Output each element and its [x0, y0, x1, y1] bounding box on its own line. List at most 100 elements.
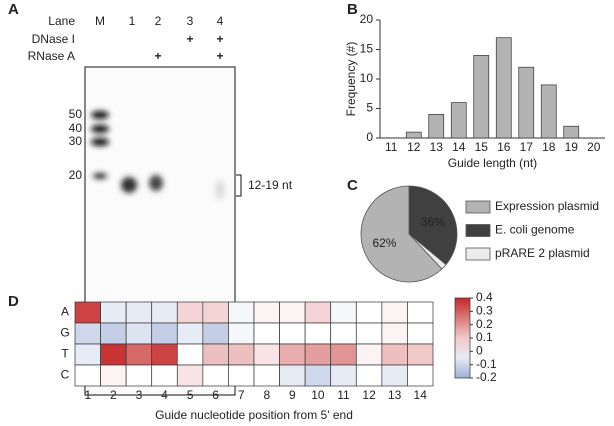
heat-cell: [228, 343, 255, 366]
heat-cell: [151, 301, 178, 324]
heat-cell: [202, 301, 229, 324]
heat-cell: [253, 364, 280, 387]
panel-label: B: [347, 1, 358, 18]
x-tick-label: 13: [430, 140, 444, 154]
marker-size: 40: [69, 121, 83, 135]
heat-cell: [253, 322, 280, 345]
colorbar-tick-label: 0.1: [476, 330, 493, 344]
bar: [473, 55, 490, 139]
heat-cell: [228, 322, 255, 345]
heat-cell: [125, 343, 153, 366]
heat-cell: [355, 301, 383, 324]
row-label: G: [60, 326, 69, 340]
bar: [405, 131, 422, 139]
heat-cell: [151, 343, 178, 366]
x-tick-label: 9: [289, 388, 296, 402]
heat-cell: [74, 322, 101, 345]
heat-cell: [407, 322, 434, 345]
heat-cell: [355, 322, 383, 345]
slice-label: 62%: [372, 236, 396, 250]
heat-cell: [304, 322, 332, 345]
heat-cell: [407, 343, 434, 366]
heat-cell: [330, 322, 357, 345]
row-label: A: [61, 305, 69, 319]
x-tick-label: 6: [212, 388, 219, 402]
heat-cell: [100, 322, 127, 345]
heat-cell: [74, 343, 101, 366]
y-tick-label: 10: [360, 71, 374, 85]
x-tick-label: 10: [311, 388, 325, 402]
heat-cell: [355, 343, 383, 366]
legend-label: pRARE 2 plasmid: [495, 246, 590, 260]
heat-cell: [407, 364, 434, 387]
heat-cell: [100, 301, 127, 324]
lane-label: 3: [187, 14, 194, 28]
slice-label: 36%: [421, 215, 445, 229]
lane-label: 2: [155, 14, 162, 28]
heat-cell: [125, 301, 153, 324]
x-tick-label: 3: [136, 388, 143, 402]
heat-cell: [253, 343, 280, 366]
heat-cell: [74, 364, 101, 387]
bar: [495, 37, 512, 139]
heat-cell: [330, 301, 357, 324]
panel-label: A: [8, 1, 19, 18]
colorbar-tick-label: 0.4: [476, 290, 493, 304]
pie-slice: [408, 185, 458, 266]
treatment-label: DNase I: [32, 32, 75, 46]
heat-cell: [355, 364, 383, 387]
heat-cell: [279, 343, 306, 366]
heat-cell: [228, 364, 255, 387]
x-tick-label: 13: [388, 388, 402, 402]
heat-cell: [330, 364, 357, 387]
lane-label: 1: [129, 14, 136, 28]
marker-size: 50: [69, 107, 83, 121]
heat-cell: [100, 343, 127, 366]
heat-cell: [304, 301, 332, 324]
lane-label: 4: [217, 14, 224, 28]
bracket: [236, 174, 242, 197]
heat-cell: [381, 322, 408, 345]
colorbar: [454, 297, 471, 379]
heat-cell: [176, 301, 204, 324]
y-tick-label: 20: [360, 12, 374, 26]
x-tick-label: 5: [187, 388, 194, 402]
panel-label: C: [347, 177, 358, 194]
bar: [518, 66, 535, 139]
x-tick-label: 4: [161, 388, 168, 402]
x-tick-label: 11: [385, 140, 398, 154]
y-axis-label: Frequency (#): [344, 42, 358, 117]
gel-annotation: 12-19 nt: [248, 178, 293, 192]
x-tick-label: 1: [84, 388, 91, 402]
x-tick-label: 15: [475, 140, 489, 154]
heat-cell: [407, 301, 434, 324]
heat-cell: [330, 343, 357, 366]
heat-cell: [381, 364, 408, 387]
y-tick-label: 15: [360, 42, 374, 56]
lane-heading: Lane: [48, 14, 75, 28]
x-tick-label: 19: [565, 140, 579, 154]
x-tick-label: 7: [238, 388, 245, 402]
heat-cell: [279, 301, 306, 324]
colorbar-tick-label: -0.2: [476, 370, 497, 384]
colorbar-tick-label: 0.3: [476, 304, 493, 318]
lane-label: M: [95, 14, 105, 28]
x-axis-label: Guide length (nt): [448, 156, 537, 170]
legend-label: Expression plasmid: [495, 199, 599, 213]
gel-bands: [91, 111, 225, 200]
x-tick-label: 18: [542, 140, 556, 154]
heat-cell: [176, 322, 204, 345]
heat-cell: [381, 301, 408, 324]
bar: [428, 114, 445, 139]
bar: [450, 102, 467, 139]
legend-swatch: [465, 200, 491, 214]
heat-cell: [125, 322, 153, 345]
treatment-mark: +: [216, 49, 223, 63]
bar: [563, 125, 580, 139]
heat-cell: [74, 301, 101, 324]
heat-cell: [279, 364, 306, 387]
x-tick-label: 14: [452, 140, 466, 154]
x-tick-label: 11: [337, 388, 350, 402]
heat-cell: [304, 364, 332, 387]
